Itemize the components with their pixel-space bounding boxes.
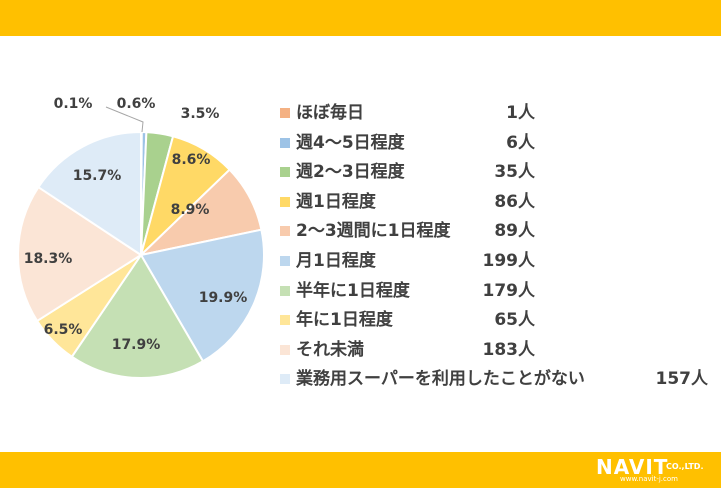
pie-percent-label: 15.7%: [73, 168, 122, 184]
legend-count: 1人: [506, 100, 535, 126]
pie-percent-label: 8.9%: [171, 202, 210, 218]
legend-swatch: [280, 197, 290, 207]
legend-label: 週4～5日程度: [296, 130, 405, 156]
pie-percent-label: 8.6%: [172, 152, 211, 168]
legend-item: それ未満 183人: [280, 337, 720, 365]
legend-swatch: [280, 286, 290, 296]
legend-item: 月1日程度 199人: [280, 248, 720, 276]
legend-label: ほぼ毎日: [296, 100, 364, 126]
legend-count: 89人: [494, 218, 535, 244]
legend-label: 週1日程度: [296, 189, 376, 215]
legend-count: 183人: [483, 337, 536, 363]
legend-item: 2～3週間に1日程度 89人: [280, 218, 720, 246]
legend-swatch: [280, 345, 290, 355]
legend-item: 年に1日程度 65人: [280, 307, 720, 335]
legend-count: 65人: [494, 307, 535, 333]
legend-item: 週2～3日程度 35人: [280, 159, 720, 187]
pie-percent-label: 0.1%: [54, 96, 93, 112]
pie-chart: 0.1% 0.6% 3.5% 8.6% 8.9% 19.9% 17.9% 6.5% 18.3% 1…: [0, 36, 300, 452]
legend-item: ほぼ毎日 1人: [280, 100, 720, 128]
pie-percent-label: 6.5%: [44, 322, 83, 338]
legend-item: 週4～5日程度 6人: [280, 130, 720, 158]
pie-percent-label: 18.3%: [24, 251, 73, 267]
logo-url: www.navit-j.com: [620, 475, 678, 483]
legend-count: 35人: [494, 159, 535, 185]
legend-count: 199人: [483, 248, 536, 274]
legend-swatch: [280, 256, 290, 266]
legend-label: それ未満: [296, 337, 364, 363]
legend-label: 2～3週間に1日程度: [296, 218, 451, 244]
legend-count: 157人: [656, 366, 709, 392]
pie-percent-label: 3.5%: [181, 106, 220, 122]
top-banner: [0, 0, 721, 36]
legend-label: 半年に1日程度: [296, 278, 410, 304]
legend-swatch: [280, 374, 290, 384]
legend-label: 年に1日程度: [296, 307, 393, 333]
legend-count: 86人: [494, 189, 535, 215]
legend-item: 週1日程度 86人: [280, 189, 720, 217]
legend-count: 179人: [483, 278, 536, 304]
legend-swatch: [280, 167, 290, 177]
legend-swatch: [280, 315, 290, 325]
legend-label: 週2～3日程度: [296, 159, 405, 185]
legend-count: 6人: [506, 130, 535, 156]
legend-label: 月1日程度: [296, 248, 376, 274]
pie-percent-label: 17.9%: [112, 337, 161, 353]
logo-suffix: CO.,LTD.: [666, 462, 703, 471]
pie-percent-label: 19.9%: [199, 290, 248, 306]
legend-swatch: [280, 138, 290, 148]
legend-item: 半年に1日程度 179人: [280, 278, 720, 306]
legend-label: 業務用スーパーを利用したことがない: [296, 366, 585, 392]
legend-item: 業務用スーパーを利用したことがない 157人: [280, 366, 720, 394]
pie-percent-label: 0.6%: [117, 96, 156, 112]
legend-swatch: [280, 108, 290, 118]
legend-swatch: [280, 226, 290, 236]
navit-logo: NAVIT CO.,LTD. www.navit-j.com: [596, 455, 718, 485]
